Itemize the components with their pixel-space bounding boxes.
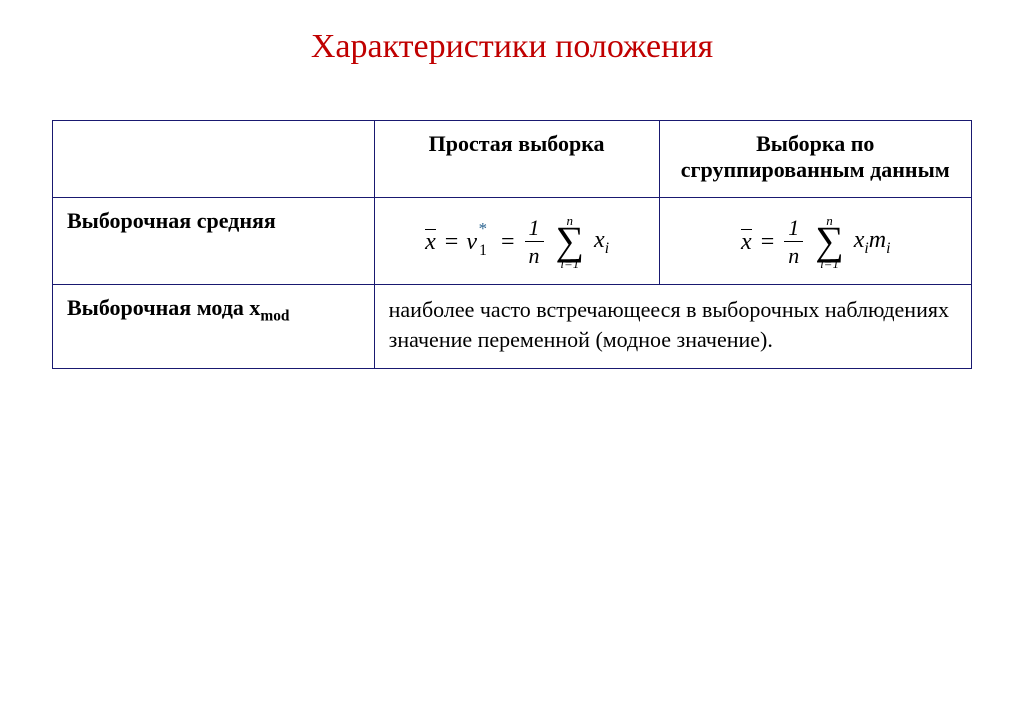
table-tail-row xyxy=(53,369,972,396)
header-blank xyxy=(53,121,375,198)
table-container: Простая выборка Выборка по сгруппированн… xyxy=(52,120,972,395)
sum-symbol: n ∑ i=1 xyxy=(556,214,585,270)
row-mode-label: Выборочная мода xmod xyxy=(53,285,375,369)
table-header-row: Простая выборка Выборка по сгруппированн… xyxy=(53,121,972,198)
fraction-1-over-n: 1 n xyxy=(525,217,544,267)
fraction-1-over-n: 1 n xyxy=(784,217,803,267)
formula-mean-simple: x = ν 1 * = 1 n xyxy=(374,198,659,285)
page-title: Характеристики положения xyxy=(0,0,1024,66)
row-sample-mode: Выборочная мода xmod наиболее часто встр… xyxy=(53,285,972,369)
formula-mean-grouped: x = 1 n n ∑ i=1 ximi xyxy=(659,198,971,285)
row-sample-mean: Выборочная средняя x = ν 1 * = 1 xyxy=(53,198,972,285)
mode-definition: наиболее часто встречающееся в выборочны… xyxy=(374,285,971,369)
nu-1-star: ν 1 * xyxy=(466,229,477,256)
row-mean-label: Выборочная средняя xyxy=(53,198,375,285)
header-grouped-sample: Выборка по сгруппированным данным xyxy=(659,121,971,198)
term-xi-mi: ximi xyxy=(854,227,891,258)
xbar: x xyxy=(740,229,753,256)
term-xi: xi xyxy=(594,227,609,258)
header-simple-sample: Простая выборка xyxy=(374,121,659,198)
sum-symbol: n ∑ i=1 xyxy=(815,214,844,270)
xbar: x xyxy=(424,229,437,256)
characteristics-table: Простая выборка Выборка по сгруппированн… xyxy=(52,120,972,395)
